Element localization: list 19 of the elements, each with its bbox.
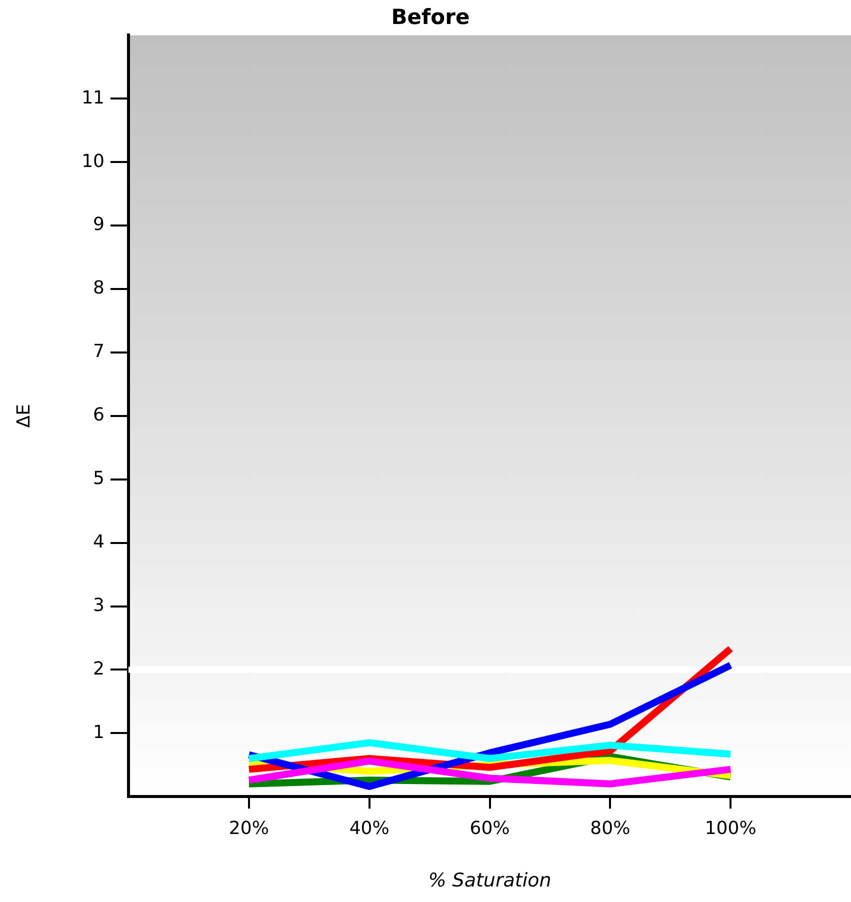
y-tick-label: 9 bbox=[93, 214, 105, 236]
y-axis-title: ΔE bbox=[13, 404, 34, 428]
y-tick-label: 10 bbox=[82, 150, 105, 172]
y-tick-label: 8 bbox=[93, 278, 105, 299]
y-tick-label: 2 bbox=[93, 658, 105, 680]
y-tick-label: 3 bbox=[93, 594, 105, 616]
y-tick-label: 6 bbox=[93, 404, 105, 426]
y-tick-label: 1 bbox=[93, 722, 105, 743]
chart-title: Before bbox=[391, 5, 470, 30]
y-tick-label: 5 bbox=[93, 468, 105, 490]
x-tick-label: 80% bbox=[590, 818, 630, 840]
x-tick-label: 40% bbox=[349, 818, 390, 840]
y-tick-label: 11 bbox=[82, 87, 105, 108]
x-axis-title: % Saturation bbox=[428, 870, 552, 892]
x-tick-label: 100% bbox=[704, 818, 756, 840]
x-tick-label: 60% bbox=[470, 818, 510, 840]
x-tick-label: 20% bbox=[228, 818, 269, 840]
y-tick-label: 7 bbox=[93, 341, 105, 362]
y-tick-label: 4 bbox=[93, 531, 105, 552]
